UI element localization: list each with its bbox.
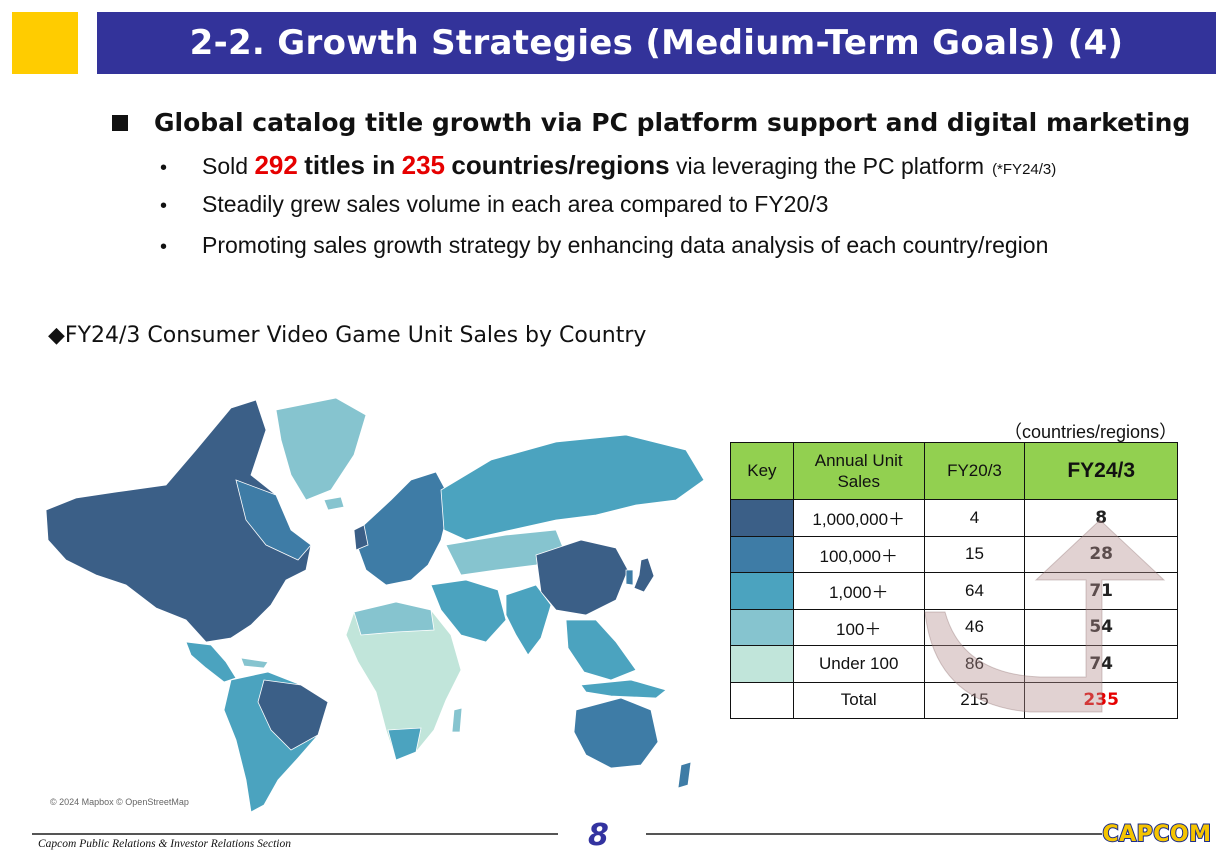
bullet-list: • Sold 292 titles in 235 countries/regio…	[160, 150, 1220, 273]
sales-table-wrap: Key Annual Unit Sales FY20/3 FY24/3 1,00…	[730, 442, 1178, 719]
map-region-indonesia	[580, 679, 667, 699]
map-region-caribbean	[240, 657, 269, 669]
key-swatch	[730, 645, 794, 683]
swatch-color	[731, 573, 793, 609]
row-fy20: 4	[923, 499, 1026, 537]
key-swatch	[730, 535, 794, 573]
section-heading: Global catalog title growth via PC platf…	[112, 108, 1217, 137]
map-region-africa	[345, 601, 462, 761]
row-fy20: 64	[923, 572, 1026, 610]
titles-count: 292	[254, 150, 298, 180]
total-key-cell	[730, 681, 794, 719]
header-fy24: FY24/3	[1024, 442, 1178, 500]
map-region-russia	[440, 434, 705, 541]
footer-divider-right	[646, 833, 1102, 835]
swatch-color	[731, 536, 793, 572]
map-region-north-africa	[353, 601, 435, 636]
row-fy20: 15	[923, 535, 1026, 573]
bullet-text: Promoting sales growth strategy by enhan…	[202, 232, 1049, 258]
square-bullet-icon	[112, 114, 128, 131]
table-row: 100＋ 46 54	[730, 608, 1178, 646]
map-region-china	[535, 539, 629, 616]
table-total-row: Total 215 235	[730, 681, 1178, 719]
header-fy20: FY20/3	[923, 442, 1026, 500]
map-region-japan	[633, 557, 655, 593]
table-row: 1,000,000＋ 4 8	[730, 499, 1178, 537]
table-row: 1,000＋ 64 71	[730, 572, 1178, 610]
row-fy20: 46	[923, 608, 1026, 646]
table-row: 100,000＋ 15 28	[730, 535, 1178, 573]
header-annual-unit-sales: Annual Unit Sales	[792, 442, 925, 500]
sales-table: Key Annual Unit Sales FY20/3 FY24/3 1,00…	[730, 442, 1178, 719]
page-number: 8	[588, 818, 609, 853]
map-region-uk	[353, 524, 369, 551]
row-fy20: 86	[923, 645, 1026, 683]
map-region-north-america	[45, 399, 312, 643]
via-text: via leveraging the PC platform	[675, 153, 985, 179]
row-fy24: 8	[1024, 499, 1178, 537]
accent-square	[12, 12, 78, 74]
row-label: 100＋	[792, 608, 925, 646]
footer-text: Capcom Public Relations & Investor Relat…	[38, 838, 291, 850]
map-region-korea	[625, 569, 634, 586]
map-region-south-africa	[387, 727, 422, 761]
swatch-color	[731, 646, 793, 682]
capcom-logo: CAPCOM	[1101, 821, 1212, 848]
row-label: 100,000＋	[792, 535, 925, 573]
map-region-madagascar	[451, 707, 463, 733]
row-fy24: 74	[1024, 645, 1178, 683]
key-swatch	[730, 608, 794, 646]
row-fy24: 54	[1024, 608, 1178, 646]
page-title: 2-2. Growth Strategies (Medium-Term Goal…	[189, 23, 1124, 63]
growth-arrow-icon	[924, 519, 1166, 713]
total-fy24: 235	[1024, 681, 1178, 719]
map-region-brazil	[257, 679, 329, 751]
svg-text:CAPCOM: CAPCOM	[1102, 822, 1211, 847]
map-region-middle-east	[430, 579, 507, 643]
bullet-dot-icon: •	[160, 195, 168, 217]
map-region-southeast-asia	[565, 619, 637, 681]
key-swatch	[730, 499, 794, 537]
map-region-iceland	[323, 496, 345, 511]
world-map	[45, 397, 705, 813]
fy-note: (*FY24/3)	[992, 161, 1057, 178]
table-row: Under 100 86 74	[730, 645, 1178, 683]
bullet-item: • Steadily grew sales volume in each are…	[160, 191, 1220, 232]
row-label: 1,000＋	[792, 572, 925, 610]
map-region-europe	[357, 471, 452, 586]
countries-count: 235	[401, 150, 446, 180]
map-region-new-zealand	[677, 761, 692, 789]
map-title: ◆FY24/3 Consumer Video Game Unit Sales b…	[48, 323, 647, 348]
key-swatch	[730, 572, 794, 610]
footer-divider-left	[32, 833, 558, 835]
map-region-greenland	[275, 397, 367, 501]
row-fy24: 71	[1024, 572, 1178, 610]
bullet-dot-icon: •	[160, 236, 168, 258]
countries-text: countries/regions	[451, 150, 670, 180]
header-key: Key	[730, 442, 794, 500]
row-label: 1,000,000＋	[792, 499, 925, 537]
map-region-central-america	[185, 641, 237, 683]
bullet-text: Steadily grew sales volume in each area …	[202, 191, 829, 217]
bullet-sold: Sold	[202, 153, 249, 179]
heading-text: Global catalog title growth via PC platf…	[154, 108, 1191, 137]
title-bar: 2-2. Growth Strategies (Medium-Term Goal…	[97, 12, 1216, 74]
bullet-item: • Promoting sales growth strategy by enh…	[160, 232, 1220, 273]
swatch-color	[731, 609, 793, 645]
total-label: Total	[792, 681, 925, 719]
swatch-color	[731, 500, 793, 536]
titles-in-text: titles in	[304, 150, 396, 180]
unit-note: （countries/regions）	[1004, 422, 1178, 442]
map-credit: © 2024 Mapbox © OpenStreetMap	[50, 797, 189, 807]
map-region-canada-east	[235, 479, 312, 561]
map-region-australia	[573, 697, 659, 769]
bullet-dot-icon: •	[160, 157, 168, 179]
total-fy20: 215	[923, 681, 1026, 719]
map-region-india	[505, 584, 552, 656]
table-header-row: Key Annual Unit Sales FY20/3 FY24/3	[730, 442, 1178, 500]
bullet-item: • Sold 292 titles in 235 countries/regio…	[160, 150, 1220, 191]
